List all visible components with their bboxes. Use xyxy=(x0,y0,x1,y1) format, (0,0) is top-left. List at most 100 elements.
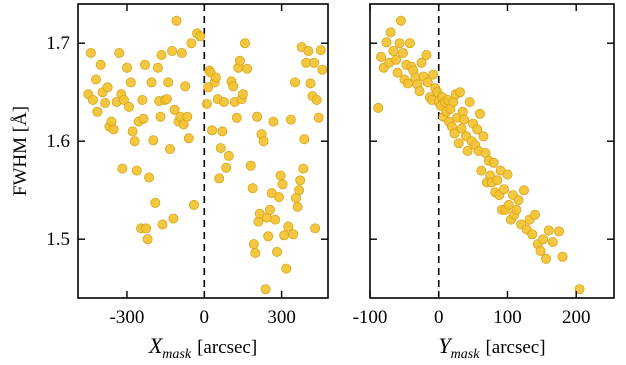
panel-xmask: -300 0 300 1.5 1.6 1.7 Xmask [arcsec] FWHM [Å] xyxy=(10,3,329,362)
data-point xyxy=(313,112,324,123)
data-point xyxy=(273,192,284,203)
data-point xyxy=(530,209,541,220)
data-point xyxy=(295,175,306,186)
data-point xyxy=(260,284,271,295)
data-point xyxy=(217,126,228,137)
data-point xyxy=(277,179,288,190)
data-point xyxy=(472,124,483,135)
data-point xyxy=(152,62,163,73)
data-point xyxy=(391,54,402,65)
data-point xyxy=(543,225,554,236)
data-point xyxy=(156,50,167,61)
data-point xyxy=(474,108,485,119)
data-point xyxy=(139,59,150,70)
x-tick-label: 0 xyxy=(434,307,444,328)
data-point xyxy=(381,37,392,48)
data-point xyxy=(285,114,296,125)
data-point xyxy=(535,245,546,256)
data-point xyxy=(100,98,111,109)
data-point xyxy=(289,77,300,88)
data-point xyxy=(87,95,98,106)
data-point xyxy=(459,114,470,125)
data-point xyxy=(422,77,433,88)
data-point xyxy=(299,134,310,145)
data-point xyxy=(210,72,221,83)
data-point xyxy=(456,123,467,134)
data-point xyxy=(180,81,191,92)
data-point xyxy=(298,163,309,174)
data-point xyxy=(102,82,113,93)
x-tick-label: -100 xyxy=(353,307,388,328)
data-point xyxy=(124,101,135,112)
data-point xyxy=(237,89,248,100)
data-point xyxy=(454,87,465,98)
data-point xyxy=(541,253,552,264)
data-point xyxy=(157,219,168,230)
data-point xyxy=(309,57,320,68)
data-point xyxy=(137,95,148,106)
data-point xyxy=(129,136,140,147)
data-point xyxy=(188,199,199,210)
data-point xyxy=(215,143,226,154)
data-point xyxy=(303,46,314,57)
data-point xyxy=(283,221,294,232)
data-point xyxy=(163,77,174,88)
data-point xyxy=(245,160,256,171)
data-point xyxy=(513,194,524,205)
data-point xyxy=(315,45,326,56)
data-point xyxy=(176,48,187,59)
y-axis-title: FWHM [Å] xyxy=(10,106,31,196)
data-point xyxy=(239,38,250,49)
data-point xyxy=(538,234,549,245)
panel-ymask: -100 0 100 200 Ymask [arcsec] xyxy=(353,3,615,362)
data-point xyxy=(164,143,175,154)
data-point xyxy=(392,67,403,78)
data-point xyxy=(385,27,396,38)
data-point xyxy=(375,51,386,62)
data-point xyxy=(127,126,138,137)
data-point xyxy=(142,234,153,245)
data-point xyxy=(85,48,96,59)
data-point xyxy=(228,81,239,92)
data-point xyxy=(161,94,172,105)
data-point xyxy=(388,46,399,57)
data-point xyxy=(428,69,439,80)
data-point xyxy=(288,229,299,240)
data-point xyxy=(231,112,242,123)
data-point xyxy=(421,50,432,61)
data-point xyxy=(310,223,321,234)
y-tick-label: 1.5 xyxy=(46,229,70,250)
data-point xyxy=(498,184,509,195)
data-point xyxy=(373,102,384,113)
data-point xyxy=(186,38,197,49)
data-point xyxy=(264,204,275,215)
data-point xyxy=(218,97,229,108)
data-point xyxy=(250,247,261,258)
data-point xyxy=(223,150,234,161)
data-point xyxy=(503,199,514,210)
data-point xyxy=(146,77,157,88)
data-point xyxy=(234,55,245,66)
data-point xyxy=(140,223,151,234)
x-tick-label: 300 xyxy=(267,307,296,328)
data-point xyxy=(92,106,103,117)
data-point xyxy=(311,95,322,106)
data-point xyxy=(394,38,405,49)
data-point xyxy=(488,157,499,168)
data-point xyxy=(305,78,316,89)
data-point xyxy=(183,133,194,144)
data-point xyxy=(258,136,269,147)
data-point xyxy=(252,111,263,122)
data-point xyxy=(279,230,290,241)
data-point xyxy=(449,128,460,139)
data-point xyxy=(404,38,415,49)
data-point xyxy=(144,172,155,183)
data-point xyxy=(281,263,292,274)
data-point xyxy=(268,116,279,127)
data-point xyxy=(294,185,305,196)
data-point xyxy=(95,59,106,70)
x-tick-label: -300 xyxy=(110,307,145,328)
data-point xyxy=(492,175,503,186)
data-point xyxy=(464,97,475,108)
